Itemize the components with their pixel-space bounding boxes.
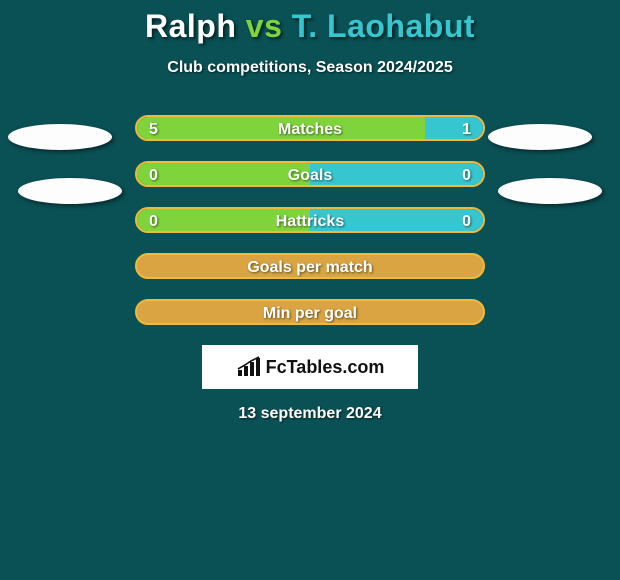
flank-ellipse [488,124,592,150]
stat-row: Goals per match [135,253,485,279]
title: Ralph vs T. Laohabut [0,0,620,45]
brand-text: FcTables.com [266,357,385,378]
bar-track: 00Goals [135,161,485,187]
stat-value-left: 0 [149,163,158,185]
bar-track: Goals per match [135,253,485,279]
date-text: 13 september 2024 [0,405,620,423]
stat-label: Goals per match [137,255,483,277]
stat-value-right: 0 [462,163,471,185]
stat-value-right: 0 [462,209,471,231]
stat-row: Min per goal [135,299,485,325]
stat-value-left: 0 [149,209,158,231]
stat-row: 00Hattricks [135,207,485,233]
stat-row: 51Matches [135,115,485,141]
bar-track: 51Matches [135,115,485,141]
title-player2: T. Laohabut [292,8,475,44]
flank-ellipse [498,178,602,204]
flank-ellipse [8,124,112,150]
brand-box: FcTables.com [202,345,418,389]
stat-value-left: 5 [149,117,158,139]
stat-label: Min per goal [137,301,483,323]
bar-track: 00Hattricks [135,207,485,233]
stat-value-right: 1 [462,117,471,139]
brand-chart-icon [236,356,262,378]
subtitle: Club competitions, Season 2024/2025 [0,59,620,77]
title-player1: Ralph [145,8,236,44]
title-vs: vs [246,8,283,44]
bar-track: Min per goal [135,299,485,325]
comparison-card: Ralph vs T. Laohabut Club competitions, … [0,0,620,580]
stat-row: 00Goals [135,161,485,187]
flank-ellipse [18,178,122,204]
